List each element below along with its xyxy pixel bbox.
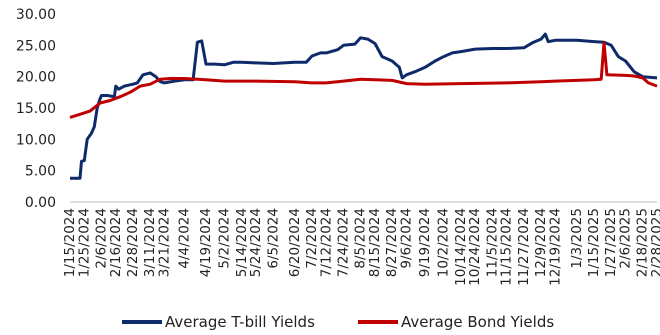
x-tick-label: 2/28/2024: [125, 208, 141, 277]
x-tick-label: 1/15/2025: [586, 208, 602, 277]
x-tick-label: 2/6/2025: [618, 208, 634, 269]
x-tick-label: 2/28/2025: [649, 208, 660, 277]
y-tick-label: 20.00: [16, 70, 56, 86]
series-line-tbill: [70, 32, 658, 180]
y-tick-label: 25.00: [16, 38, 56, 54]
x-tick-label: 2/16/2024: [108, 208, 124, 277]
x-tick-label: 9/6/2024: [398, 208, 414, 269]
y-axis: 0.00 5.00 10.00 15.00 20.00 25.00 30.00: [16, 7, 56, 211]
x-tick-label: 11/27/2024: [516, 208, 532, 286]
x-tick-label: 4/19/2024: [198, 208, 214, 277]
x-tick-label: 8/27/2024: [384, 208, 400, 277]
x-tick-label: 6/5/2024: [265, 208, 281, 269]
x-tick-label: 4/4/2024: [177, 208, 193, 269]
x-tick-label: 11/15/2024: [499, 208, 515, 286]
legend-label-bond: Average Bond Yields: [401, 313, 554, 331]
legend-label-tbill: Average T-bill Yields: [165, 313, 315, 331]
x-tick-label: 12/19/2024: [547, 208, 563, 286]
x-tick-label: 6/20/2024: [287, 208, 303, 277]
legend-item-tbill: Average T-bill Yields: [122, 313, 315, 331]
x-tick-label: 8/5/2024: [353, 208, 369, 269]
y-tick-label: 30.00: [16, 7, 56, 23]
x-tick-label: 11/5/2024: [484, 208, 500, 277]
x-tick-label: 2/6/2024: [93, 208, 109, 269]
x-tick-label: 10/14/2024: [453, 208, 469, 286]
x-tick-label: 1/25/2024: [76, 208, 92, 277]
x-tick-label: 1/15/2024: [62, 208, 78, 277]
y-tick-label: 10.00: [16, 132, 56, 148]
x-tick-label: 3/11/2024: [142, 208, 158, 277]
x-tick-label: 5/24/2024: [248, 208, 264, 277]
x-tick-label: 8/15/2024: [367, 208, 383, 277]
x-tick-label: 10/2/2024: [436, 208, 452, 277]
x-tick-label: 5/14/2024: [234, 208, 250, 277]
x-tick-label: 12/9/2024: [533, 208, 549, 277]
x-tick-label: 1/3/2025: [569, 208, 585, 269]
y-tick-label: 15.00: [16, 101, 56, 117]
y-tick-label: 0.00: [25, 195, 56, 211]
x-tick-label: 7/12/2024: [318, 208, 334, 277]
x-tick-label: 7/2/2024: [304, 208, 320, 269]
legend: Average T-bill Yields Average Bond Yield…: [122, 313, 554, 331]
legend-item-bond: Average Bond Yields: [358, 313, 554, 331]
series-line-bond: [69, 41, 658, 119]
x-tick-label: 2/18/2025: [635, 208, 651, 277]
series-layer: [69, 32, 658, 180]
x-tick-label: 1/27/2025: [603, 208, 619, 277]
x-tick-label: 10/24/2024: [467, 208, 483, 286]
y-tick-label: 5.00: [25, 164, 56, 180]
x-tick-label: 9/19/2024: [417, 208, 433, 277]
x-tick-label: 7/24/2024: [335, 208, 351, 277]
x-tick-label: 5/2/2024: [217, 208, 233, 269]
x-tick-label: 3/21/2024: [156, 208, 172, 277]
